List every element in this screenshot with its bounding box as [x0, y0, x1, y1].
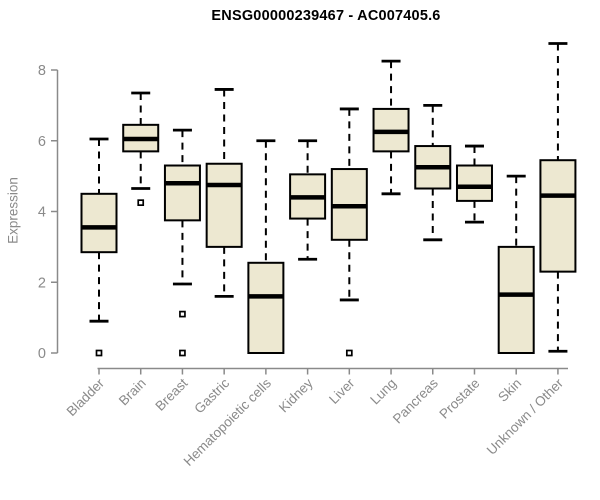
x-tick-label-pancreas: Pancreas	[390, 375, 441, 426]
y-tick-label: 0	[38, 346, 46, 362]
outlier-point	[345, 349, 353, 357]
x-tick-label-brain: Brain	[116, 376, 149, 409]
x-tick-label-prostate: Prostate	[436, 376, 482, 422]
x-tick-label-breast: Breast	[152, 375, 190, 413]
iqr-box	[539, 159, 577, 273]
boxplot-bladder: Bladder	[64, 137, 118, 419]
outlier-point	[179, 349, 186, 357]
iqr-box	[455, 164, 493, 202]
iqr-box	[163, 164, 201, 222]
x-tick-label-unknown-other: Unknown / Other	[484, 375, 567, 458]
outlier-point	[95, 349, 103, 357]
boxplot-breast: Breast	[152, 128, 201, 414]
y-tick-label: 6	[38, 134, 46, 150]
outlier-point	[179, 310, 186, 318]
y-tick-label: 2	[38, 275, 46, 291]
boxplot-lung: Lung	[367, 59, 410, 408]
boxplot-gastric: Gastric	[191, 88, 243, 416]
y-tick-label: 4	[38, 205, 46, 221]
outlier-point	[137, 199, 145, 207]
y-tick-label: 8	[38, 63, 46, 79]
x-tick-label-liver: Liver	[326, 375, 358, 407]
x-tick-label-bladder: Bladder	[64, 375, 108, 419]
x-tick-label-kidney: Kidney	[276, 375, 316, 415]
iqr-box	[247, 261, 285, 355]
boxplot-brain: Brain	[116, 91, 160, 409]
x-tick-label-skin: Skin	[495, 376, 524, 405]
x-tick-label-lung: Lung	[367, 376, 399, 408]
chart-title: ENSG00000239467 - AC007405.6	[211, 8, 441, 24]
iqr-box	[497, 245, 535, 354]
boxplot-pancreas: Pancreas	[390, 103, 452, 426]
x-tick-label-gastric: Gastric	[191, 375, 232, 416]
boxplot-liver: Liver	[326, 107, 368, 407]
iqr-box	[80, 192, 118, 254]
boxplot-skin: Skin	[495, 174, 535, 405]
iqr-box	[205, 162, 243, 248]
